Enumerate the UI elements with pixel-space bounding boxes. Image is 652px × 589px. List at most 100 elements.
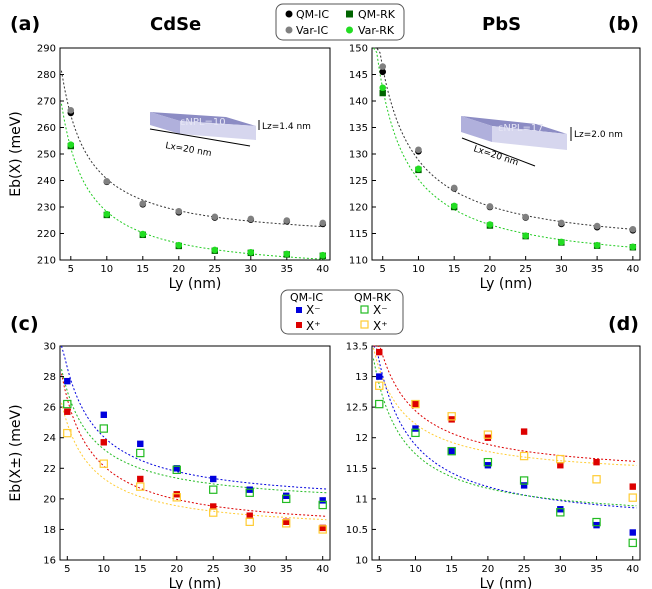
x-tick-label: 5 [380, 264, 386, 275]
data-point-b-s3 [450, 202, 458, 210]
x-tick-label: 30 [243, 564, 256, 575]
data-point-d-s3 [556, 454, 565, 464]
y-tick-label: 20 [43, 494, 56, 505]
data-point-d-s1 [629, 483, 636, 490]
data-point-b-s3 [629, 243, 637, 251]
legend-mid: QM-IC QM-RK X⁻ X⁺ X⁻ X⁺ [280, 289, 404, 335]
legend-marker-var-ic [285, 26, 293, 34]
y-tick-label: 230 [37, 203, 56, 214]
x-tick-label: 40 [626, 264, 639, 275]
y-tick-label: 130 [349, 150, 368, 161]
data-point-b-s3 [415, 165, 422, 173]
data-point-b-s3 [486, 221, 494, 228]
data-point-b-s1 [450, 184, 458, 192]
data-point-d-s0 [448, 447, 455, 455]
data-point-d-s3 [411, 399, 420, 409]
data-point-c-s0 [319, 497, 326, 504]
fit-curve-a-2 [60, 103, 327, 260]
data-point-c-s0 [64, 377, 71, 385]
inset-slab-b: εNPL=17 Lz=2.0 nm Lx=20 nm [461, 116, 623, 168]
legend-label-xp-ic: X⁺ [306, 319, 321, 333]
x-tick-label: 15 [445, 564, 458, 575]
legend-marker-xp-ic [296, 322, 302, 328]
data-point-a-s3 [211, 246, 219, 254]
data-point-a-s3 [67, 141, 75, 149]
x-tick-label: 20 [484, 264, 497, 275]
inset-lx-b: Lx=20 nm [472, 144, 519, 168]
data-point-d-s2 [483, 457, 493, 467]
data-point-c-s3 [99, 459, 108, 468]
fit-curve-b-2 [373, 47, 637, 248]
legend-marker-xm-rk [360, 305, 369, 314]
data-point-b-s3 [522, 232, 529, 239]
data-point-c-s3 [209, 508, 218, 517]
data-point-c-s2 [99, 424, 108, 433]
data-point-c-s3 [63, 428, 72, 438]
legend-top: QM-IC Var-IC QM-RK Var-RK [275, 3, 405, 41]
data-point-c-s0 [137, 440, 144, 448]
data-point-b-s0 [379, 68, 387, 76]
x-tick-label: 35 [280, 564, 293, 575]
plot-frame-d [371, 345, 641, 561]
fit-curve-d-2 [372, 358, 637, 507]
data-point-c-s0 [173, 465, 180, 472]
slab-side-b [461, 116, 492, 142]
panel-label-c: (c) [10, 313, 39, 335]
x-tick-label: 15 [134, 564, 147, 575]
x-tick-label: 35 [591, 264, 604, 275]
x-tick-label: 40 [316, 264, 329, 275]
data-point-c-s3 [318, 525, 327, 534]
data-point-d-s2 [592, 517, 601, 527]
legend-marker-xp-rk [360, 320, 369, 329]
y-tick-label: 290 [37, 44, 56, 55]
data-point-b-s1 [593, 222, 601, 230]
x-tick-label: 30 [554, 564, 567, 575]
data-point-d-s1 [593, 458, 600, 466]
data-point-a-s1 [103, 177, 111, 185]
data-point-d-s2 [375, 399, 384, 409]
data-point-d-s2 [556, 508, 565, 517]
data-point-a-s3 [283, 250, 291, 258]
y-tick-label: 280 [37, 70, 56, 81]
y-tick-label: 270 [37, 97, 56, 108]
data-point-a-s3 [103, 210, 111, 218]
x-tick-label: 15 [448, 264, 461, 275]
y-tick-label: 220 [37, 229, 56, 240]
data-point-a-s1 [247, 215, 255, 223]
slab-side-a [150, 112, 180, 134]
data-point-c-s0 [210, 475, 217, 483]
data-point-c-s1 [246, 512, 253, 519]
title-pbs: PbS [482, 14, 521, 35]
data-point-d-s1 [376, 348, 383, 356]
chart-c: 5 10 15 20 25 30 35 40 16 18 20 22 24 26 28 30 Ly (nm) Eb… [8, 342, 331, 589]
data-point-d-s3 [483, 430, 493, 439]
x-tick-label: 35 [590, 564, 603, 575]
data-point-a-s1 [175, 207, 183, 215]
x-tick-label: 10 [100, 264, 113, 275]
slab-top-a [150, 112, 256, 126]
x-tick-label: 5 [376, 564, 382, 575]
lx-arrow-b [461, 137, 536, 167]
legend-label-qm-ic: QM-IC [296, 8, 329, 21]
data-point-c-s3 [282, 519, 291, 528]
plot-frame-c [59, 345, 331, 561]
y-axis-label-c: Eb(X±) (meV) [8, 404, 24, 501]
y-tick-label: 11.5 [346, 464, 368, 475]
slab-front-b [492, 126, 567, 150]
x-axis-label-b: Ly (nm) [480, 276, 533, 292]
y-tick-label: 115 [349, 229, 368, 240]
x-axis-label-a: Ly (nm) [169, 276, 222, 292]
x-tick-label: 25 [208, 264, 221, 275]
data-point-b-s1 [486, 203, 494, 210]
fit-curve-d-0 [373, 345, 637, 509]
data-point-b-s3 [558, 238, 565, 246]
data-point-a-s1 [139, 200, 147, 207]
data-point-c-s1 [137, 475, 144, 483]
x-tick-label: 5 [68, 264, 74, 275]
data-point-c-s1 [210, 503, 217, 510]
legend-label-var-rk: Var-RK [358, 24, 395, 37]
x-axis-label-d: Ly (nm) [480, 576, 533, 589]
data-point-d-s2 [519, 476, 529, 485]
data-point-c-s1 [64, 408, 71, 415]
